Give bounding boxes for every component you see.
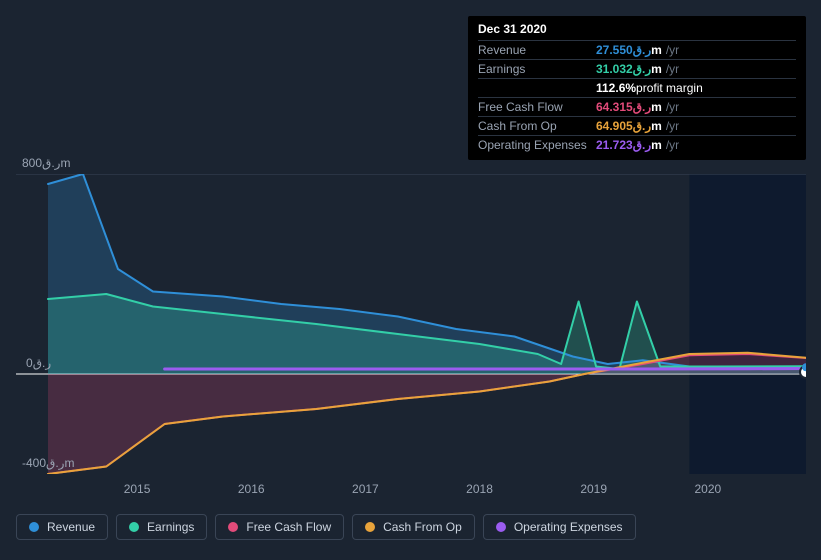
tooltip-row-label: Free Cash Flow [478, 100, 596, 114]
tooltip-row-label: Earnings [478, 62, 596, 76]
y-tick-unit: ر.ق [46, 456, 64, 470]
legend-swatch-icon [365, 522, 375, 532]
legend-swatch-icon [129, 522, 139, 532]
legend-label: Free Cash Flow [246, 520, 331, 534]
y-tick-val: 0 [26, 356, 33, 370]
highlight-band [689, 174, 806, 474]
y-tick-val: 800 [22, 156, 42, 170]
legend-toggle-cfo[interactable]: Cash From Op [352, 514, 475, 540]
tooltip-row-label: Cash From Op [478, 119, 596, 133]
legend-toggle-opex[interactable]: Operating Expenses [483, 514, 636, 540]
legend-toggle-fcf[interactable]: Free Cash Flow [215, 514, 344, 540]
x-tick-2016: 2016 [238, 482, 265, 496]
tooltip-row-label: Revenue [478, 43, 596, 57]
tooltip-row-fcf: Free Cash Flow64.315ر.قm/yr [478, 97, 796, 116]
y-tick-800: 800ر.قm [22, 156, 70, 170]
y-tick-unit: ر.ق [42, 156, 60, 170]
legend-label: Earnings [147, 520, 194, 534]
chart-legend: Revenue Earnings Free Cash Flow Cash From O… [16, 514, 636, 540]
tooltip-profit-margin: 112.6%profit margin [478, 78, 796, 97]
legend-toggle-earnings[interactable]: Earnings [116, 514, 207, 540]
tooltip-row-value: 21.723ر.قm/yr [596, 138, 679, 152]
tooltip-row-value: 64.905ر.قm/yr [596, 119, 679, 133]
tooltip-row-value: 64.315ر.قm/yr [596, 100, 679, 114]
tooltip-date: Dec 31 2020 [478, 22, 796, 36]
y-tick-unit: ر.ق [33, 356, 51, 370]
legend-swatch-icon [29, 522, 39, 532]
tooltip-row-label: Operating Expenses [478, 138, 596, 152]
x-axis-ticks: 2015 2016 2017 2018 2019 2020 [48, 482, 790, 498]
legend-label: Cash From Op [383, 520, 462, 534]
y-tick-neg400: -400ر.قm [22, 456, 74, 470]
tooltip-row-opex: Operating Expenses21.723ر.قm/yr [478, 135, 796, 154]
line-opex [165, 369, 806, 370]
financials-chart [16, 174, 806, 474]
x-tick-2019: 2019 [580, 482, 607, 496]
legend-swatch-icon [496, 522, 506, 532]
tooltip-row-earnings: Earnings31.032ر.قm/yr [478, 59, 796, 78]
y-tick-m: m [60, 156, 70, 170]
legend-swatch-icon [228, 522, 238, 532]
tooltip-row-revenue: Revenue27.550ر.قm/yr [478, 40, 796, 59]
tooltip-row-value: 27.550ر.قm/yr [596, 43, 679, 57]
legend-label: Operating Expenses [514, 520, 623, 534]
legend-label: Revenue [47, 520, 95, 534]
tooltip-card: Dec 31 2020 Revenue27.550ر.قm/yrEarnings… [468, 16, 806, 160]
x-tick-2017: 2017 [352, 482, 379, 496]
tooltip-row-value: 31.032ر.قm/yr [596, 62, 679, 76]
y-tick-m: m [64, 456, 74, 470]
y-tick-0: 0ر.ق [26, 356, 51, 370]
y-tick-val: -400 [22, 456, 46, 470]
x-tick-2020: 2020 [694, 482, 721, 496]
x-tick-2018: 2018 [466, 482, 493, 496]
tooltip-row-cfo: Cash From Op64.905ر.قm/yr [478, 116, 796, 135]
legend-toggle-revenue[interactable]: Revenue [16, 514, 108, 540]
x-tick-2015: 2015 [124, 482, 151, 496]
